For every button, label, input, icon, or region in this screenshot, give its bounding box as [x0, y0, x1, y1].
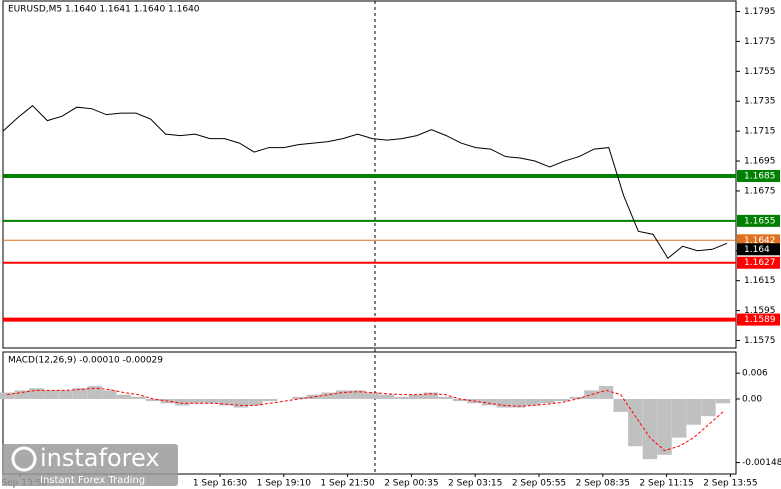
macd-bar — [569, 396, 585, 399]
macd-bar — [87, 386, 102, 399]
y-tick-label: 1.1595 — [744, 306, 776, 316]
macd-bar — [423, 392, 438, 399]
macd-bar — [555, 398, 570, 402]
bid-label-bg — [737, 243, 780, 256]
y-tick-label: 1.1795 — [744, 7, 776, 17]
macd-bar — [189, 398, 205, 404]
y-tick-label: 1.1675 — [744, 186, 776, 196]
macd-bar — [218, 398, 234, 406]
level-label-bg — [737, 214, 780, 227]
y-tick-label: 1.1775 — [744, 37, 776, 47]
level-label: 1.1589 — [744, 315, 776, 325]
macd-bar — [438, 396, 453, 399]
logo-icon — [11, 446, 37, 472]
bid-label: 1.164 — [744, 245, 770, 255]
y-tick-label: 0.006 — [742, 369, 768, 379]
y-tick-label: 0.00 — [742, 394, 762, 404]
macd-bar — [145, 398, 161, 402]
macd-bar — [511, 398, 526, 408]
y-tick-label: 1.1755 — [744, 67, 776, 77]
macd-bar — [335, 390, 351, 399]
macd-bar — [365, 392, 380, 399]
logo-bg — [2, 444, 178, 486]
macd-bar — [306, 394, 322, 399]
logo-tagline: Instant Forex Trading — [40, 475, 145, 486]
macd-frame — [2, 351, 737, 475]
macd-bar — [58, 390, 73, 399]
macd-title: MACD(12,26,9) -0.00010 -0.00029 — [8, 356, 163, 366]
x-tick-label: 1 Sep 21:50 — [320, 479, 375, 489]
macd-bar — [686, 398, 702, 425]
macd-bar — [28, 388, 44, 399]
y-tick-label: 1.1695 — [744, 157, 776, 167]
x-tick-label: 1 Sep 16:30 — [193, 479, 248, 489]
macd-bar — [408, 394, 424, 399]
macd-bar — [102, 390, 117, 399]
macd-bar — [701, 398, 716, 417]
logo: instaforex Instant Forex Trading — [2, 444, 178, 486]
macd-bar — [262, 398, 278, 402]
y-tick-label: 1.1615 — [744, 276, 776, 286]
macd-bar — [642, 398, 658, 460]
macd-bar — [379, 394, 395, 399]
macd-bar — [321, 392, 336, 399]
macd-bar — [14, 390, 29, 399]
macd-bar — [292, 396, 307, 399]
y-tick-label: 1.1735 — [744, 97, 776, 107]
macd-bar — [204, 398, 219, 404]
x-tick-label: 2 Sep 00:35 — [384, 479, 438, 489]
macd-bar — [613, 398, 628, 412]
macd-bar — [0, 392, 15, 399]
macd-bar — [540, 398, 555, 404]
x-tick-label: 2 Sep 11:15 — [639, 479, 693, 489]
x-tick-label: 1 Sep 19:10 — [257, 479, 312, 489]
price-line — [2, 105, 728, 260]
level-label: 1.1642 — [744, 236, 776, 246]
level-label: 1.1627 — [744, 258, 776, 268]
macd-bar — [657, 398, 672, 455]
level-label: 1.1685 — [744, 171, 776, 181]
macd-bar — [233, 398, 249, 408]
y-tick-label: -0.00148 — [742, 458, 781, 468]
macd-bar — [248, 398, 263, 406]
macd-bar — [175, 398, 190, 406]
macd-bar — [116, 394, 132, 399]
macd-bar — [131, 396, 146, 399]
signal-line — [6, 387, 724, 452]
macd-bar — [715, 398, 731, 404]
macd-bar — [394, 396, 409, 399]
macd-bar — [481, 398, 497, 406]
x-tick-label: 2 Sep 03:15 — [448, 479, 502, 489]
level-label-bg — [737, 169, 780, 182]
macd-bar — [671, 398, 687, 438]
macd-bar — [452, 398, 468, 402]
chart-title: EURUSD,M5 1.1640 1.1641 1.1640 1.1640 — [8, 5, 200, 15]
macd-bar — [496, 398, 512, 408]
y-tick-label: 1.1575 — [744, 336, 776, 346]
level-label-bg — [737, 256, 780, 269]
logo-name: instaforex — [40, 444, 160, 472]
macd-bar — [72, 388, 88, 399]
macd-bar — [598, 386, 614, 399]
x-tick-label: 2 Sep 08:35 — [576, 479, 630, 489]
macd-bar — [628, 398, 643, 447]
macd-bar — [525, 398, 541, 406]
macd-bar — [350, 390, 365, 399]
x-tick-label: 2 Sep 05:55 — [512, 479, 566, 489]
macd-bar — [584, 390, 599, 399]
y-tick-label: 1.1715 — [744, 127, 776, 137]
macd-bar — [43, 390, 59, 399]
level-label-bg — [737, 313, 780, 326]
x-tick-label: 2 Sep 13:55 — [703, 479, 757, 489]
level-label: 1.1655 — [744, 216, 776, 226]
